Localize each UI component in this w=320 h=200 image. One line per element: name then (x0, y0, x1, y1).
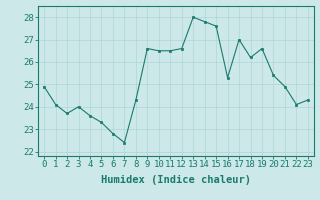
X-axis label: Humidex (Indice chaleur): Humidex (Indice chaleur) (101, 175, 251, 185)
